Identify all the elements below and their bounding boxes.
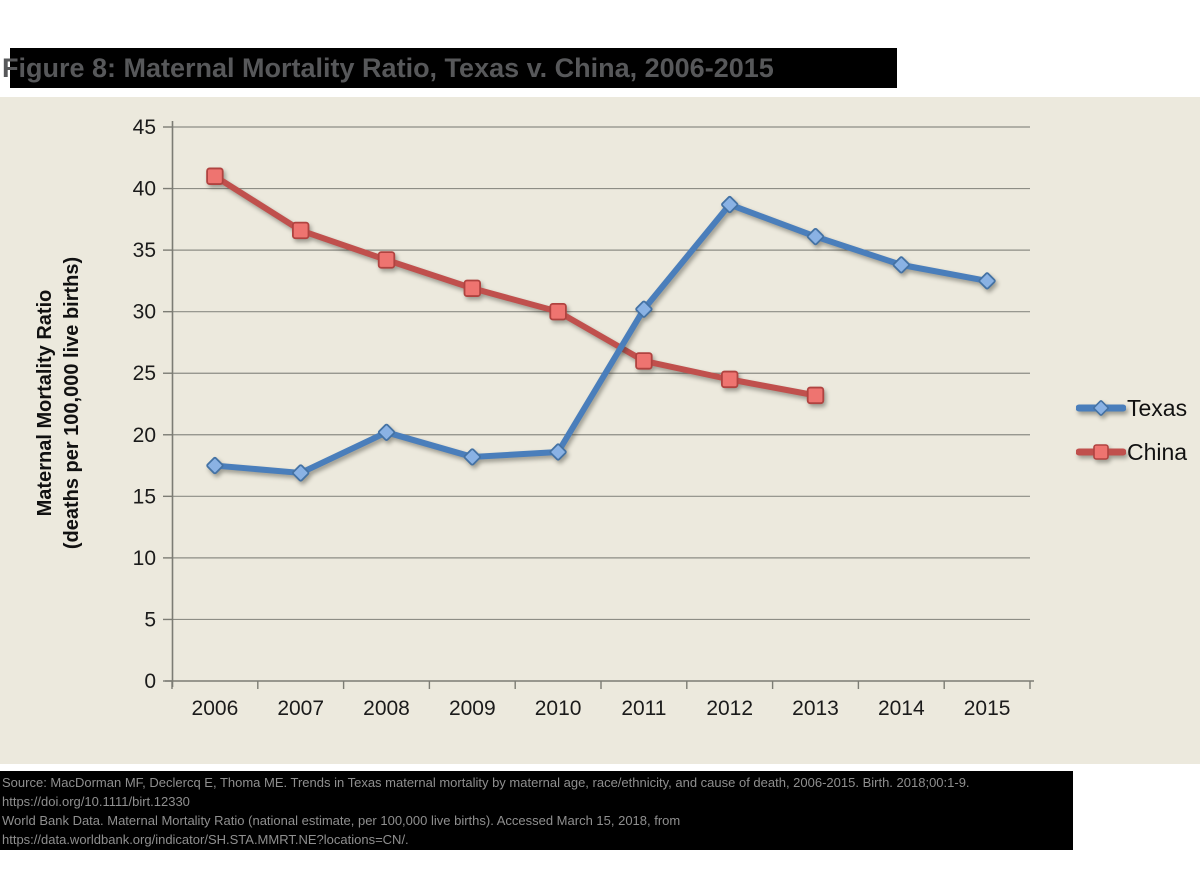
source-citation-block: Source: MacDorman MF, Declercq E, Thoma …	[0, 771, 1073, 850]
legend-label-texas: Texas	[1127, 394, 1188, 421]
y-tick-label: 40	[133, 178, 156, 201]
china-marker	[635, 352, 653, 370]
texas-marker	[978, 272, 996, 290]
texas-legend-sample-icon	[1076, 400, 1126, 416]
chart-legend: Texas China	[1076, 394, 1188, 484]
x-tick-label: 2014	[878, 697, 925, 720]
y-axis-title-line1: Maternal Mortality Ratio	[34, 289, 56, 517]
texas-marker	[721, 195, 739, 214]
texas-marker	[206, 456, 224, 475]
x-tick-label: 2012	[706, 697, 753, 720]
china-marker	[721, 370, 739, 389]
china-marker	[206, 167, 224, 185]
texas-series	[206, 195, 996, 482]
source-line-2: https://doi.org/10.1111/birt.12330	[2, 794, 190, 809]
china-marker	[291, 221, 310, 240]
texas-marker	[463, 448, 481, 466]
gridlines	[172, 126, 1030, 621]
x-tick-label: 2013	[792, 697, 839, 720]
legend-item-china: China	[1076, 438, 1188, 465]
source-line-1: Source: MacDorman MF, Declercq E, Thoma …	[2, 775, 970, 790]
y-axis-title-line2: (deaths per 100,000 live births)	[61, 256, 83, 550]
y-tick-label: 35	[133, 239, 156, 262]
y-axis-title: Maternal Mortality Ratio (deaths per 100…	[32, 123, 88, 683]
figure-title-band	[10, 48, 897, 88]
texas-marker	[892, 256, 910, 274]
texas-marker	[635, 300, 653, 318]
texas-line	[211, 201, 991, 476]
texas-marker	[377, 423, 396, 441]
source-line-3: World Bank Data. Maternal Mortality Rati…	[2, 813, 681, 828]
legend-item-texas: Texas	[1076, 394, 1188, 421]
y-tick-label: 45	[133, 116, 156, 139]
china-legend-sample-icon	[1076, 444, 1126, 460]
texas-marker	[549, 443, 567, 461]
x-tick-label: 2008	[363, 697, 410, 720]
texas-marker	[292, 464, 310, 482]
x-tick-label: 2006	[192, 697, 239, 720]
china-line	[211, 173, 819, 399]
chart-area: 0 5 10 15 20 25 30 35 40 45 2006 2007 2008 2009 2010 20…	[0, 97, 1200, 764]
y-tick-label: 30	[133, 301, 156, 324]
source-line-4: https://data.worldbank.org/indicator/SH.…	[2, 832, 409, 847]
china-marker	[463, 279, 482, 297]
chart-canvas: 0 5 10 15 20 25 30 35 40 45 2006 2007 2008 2009 2010 20…	[133, 116, 1034, 720]
y-tick-label: 25	[133, 362, 156, 385]
texas-marker	[806, 227, 825, 246]
y-tick-label: 20	[133, 424, 156, 447]
y-tick-label: 15	[133, 485, 156, 508]
china-marker	[549, 302, 567, 321]
axes	[163, 121, 1034, 689]
x-tick-label: 2015	[964, 697, 1011, 720]
legend-label-china: China	[1127, 438, 1188, 465]
china-series	[206, 167, 825, 405]
y-tick-label: 10	[133, 547, 156, 570]
china-marker	[377, 251, 396, 269]
figure-title: Figure 8: Maternal Mortality Ratio, Texa…	[2, 53, 774, 83]
y-tick-label: 0	[144, 670, 156, 693]
x-tick-label: 2009	[449, 697, 496, 720]
tick-labels: 0 5 10 15 20 25 30 35 40 45 2006 2007 2008 2009 2010 20…	[133, 116, 1011, 720]
china-marker	[806, 386, 825, 405]
x-tick-label: 2011	[621, 697, 666, 720]
x-tick-label: 2007	[277, 697, 324, 720]
y-tick-label: 5	[144, 608, 156, 631]
x-tick-label: 2010	[535, 697, 582, 720]
